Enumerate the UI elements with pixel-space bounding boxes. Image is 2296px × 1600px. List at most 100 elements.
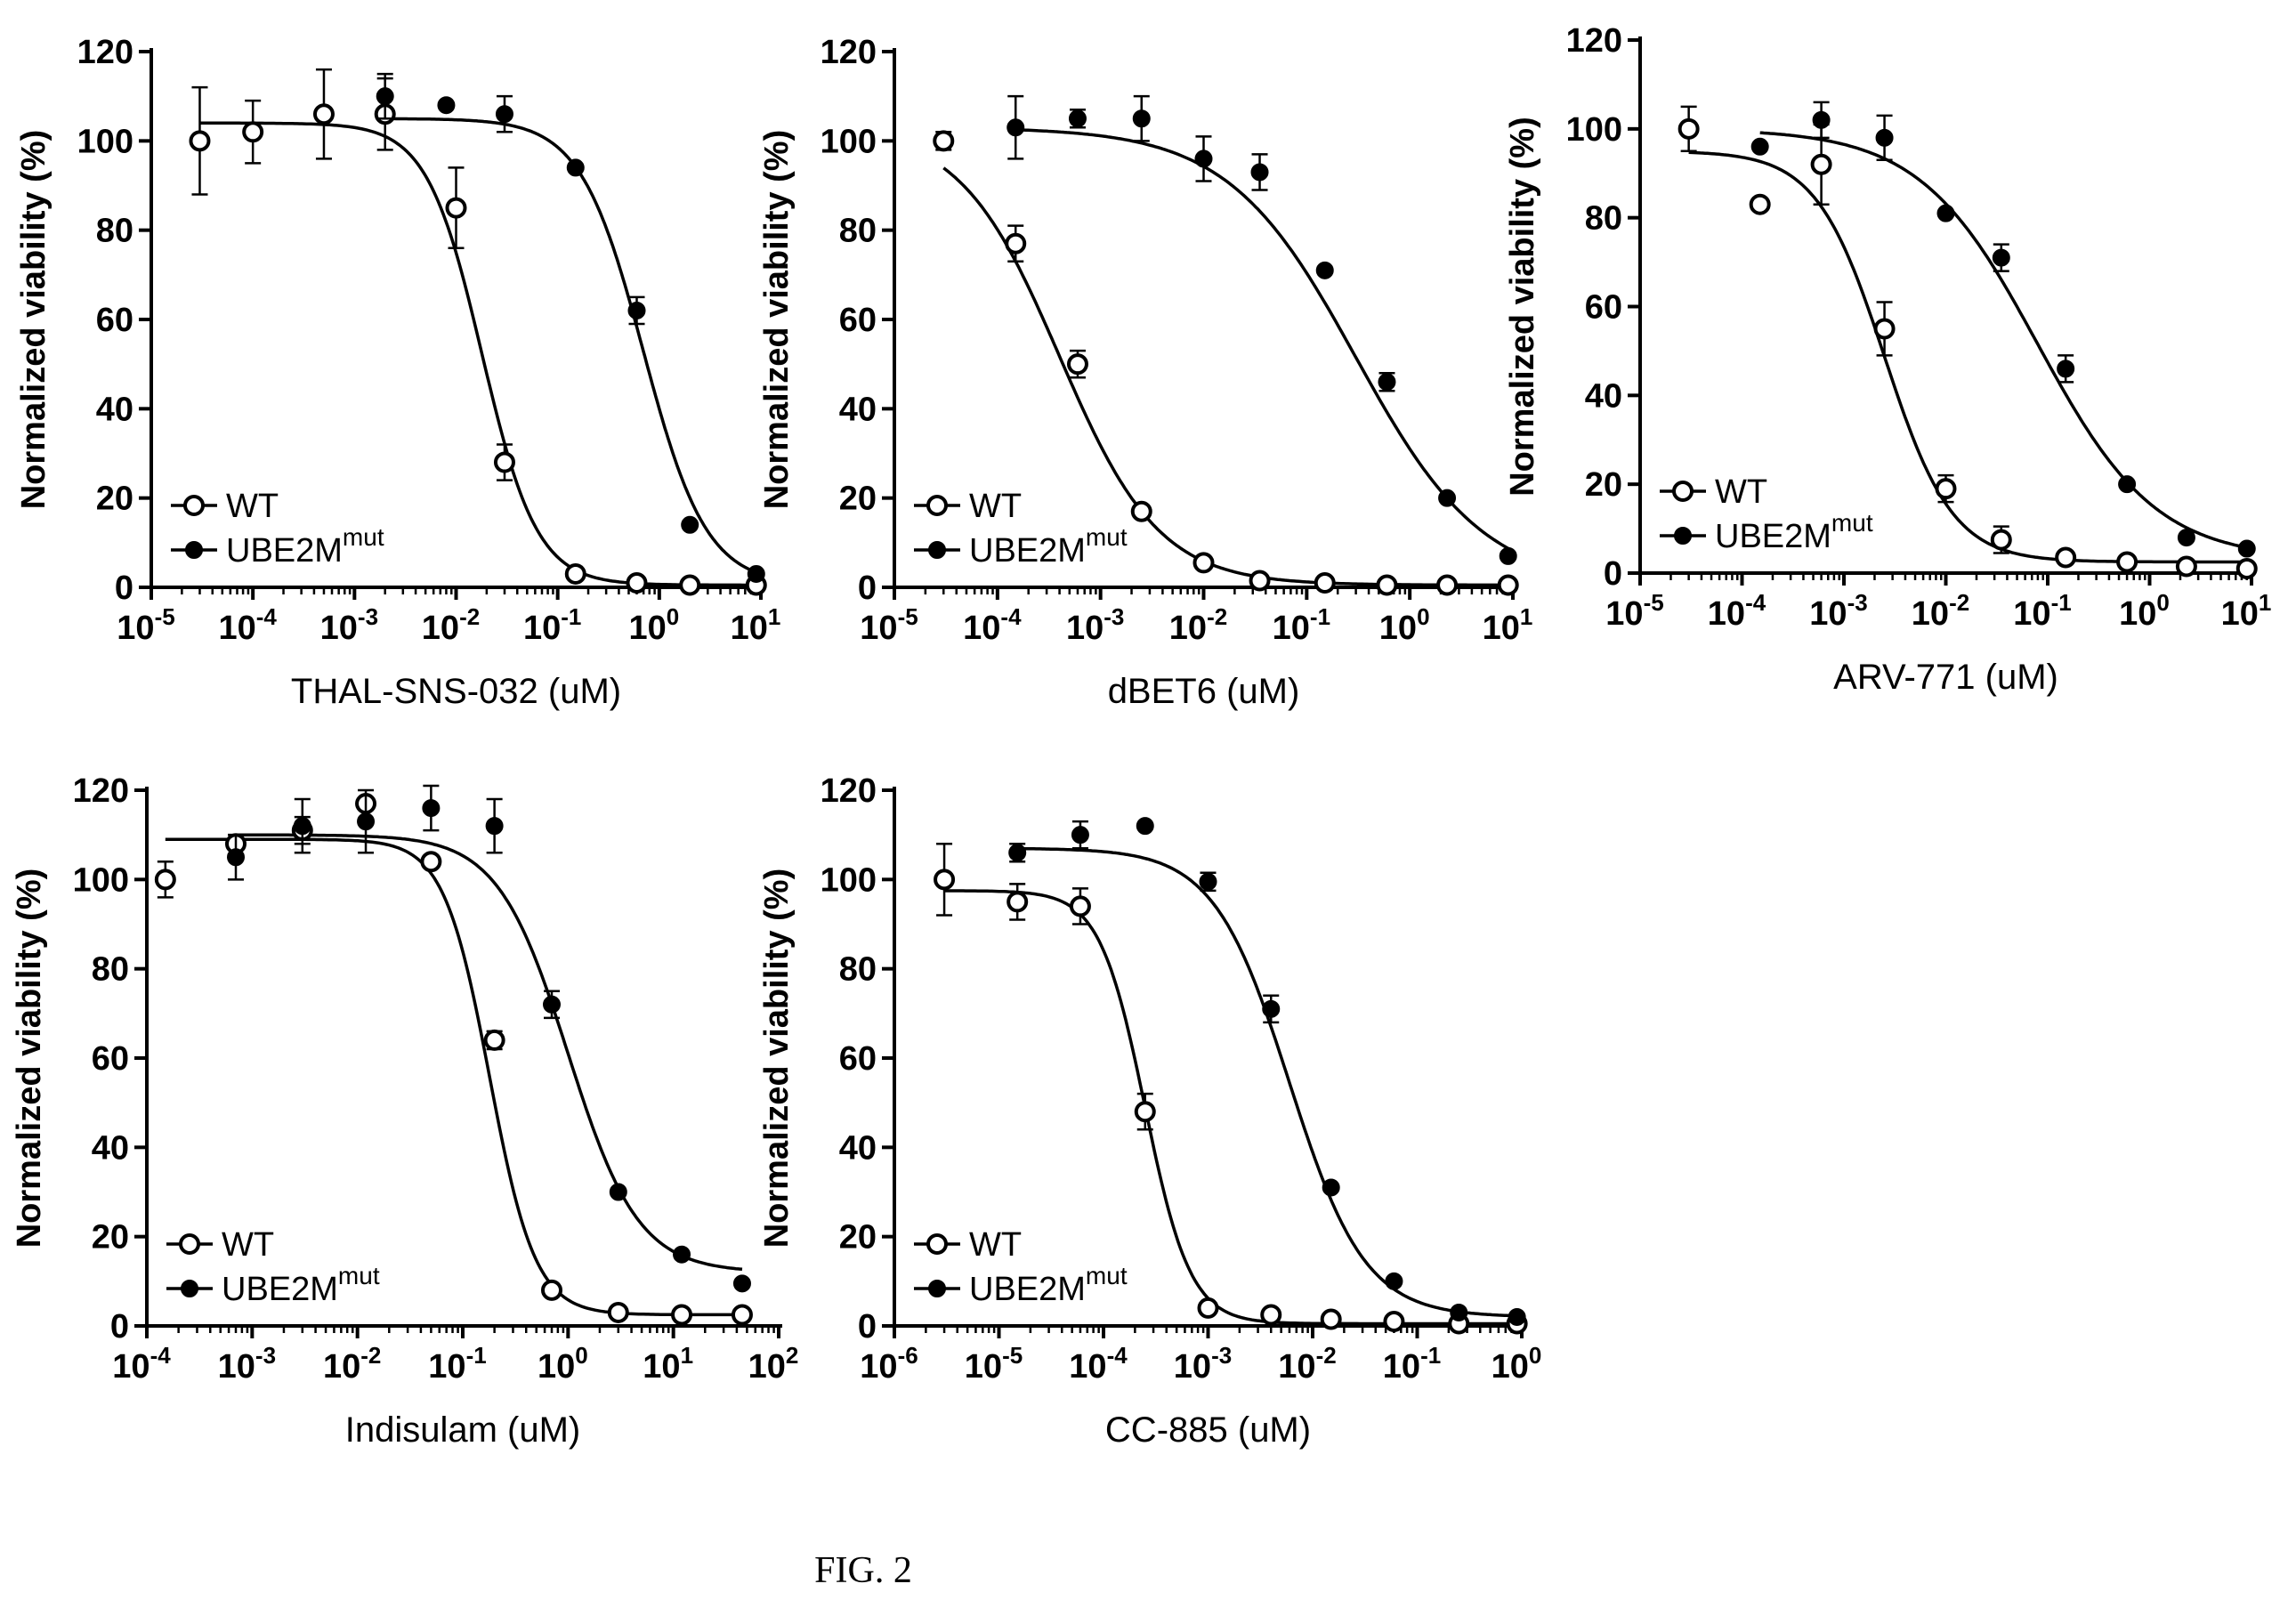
x-tick-label: 100	[2119, 589, 2170, 633]
y-tick-label: 80	[92, 951, 129, 989]
data-point-ube2m-mut	[1132, 109, 1151, 128]
fit-curve	[384, 117, 757, 574]
y-tick-label: 120	[77, 34, 133, 71]
y-tick-label: 40	[839, 1129, 877, 1167]
y-tick-label: 20	[839, 481, 877, 518]
y-tick-label: 100	[77, 123, 133, 160]
x-axis-title: Indisulam (uM)	[345, 1410, 581, 1450]
y-tick-label: 40	[96, 391, 133, 428]
chart-panel-cc-885: 0 20 40 60 80 100 120 10-6 10-5 10-4 10-3 10-2 10-1 1…	[758, 772, 1541, 1450]
x-axis-title: ARV-771 (uM)	[1833, 658, 2058, 697]
y-tick-label: 120	[1566, 22, 1622, 60]
data-point-wt	[1007, 891, 1029, 913]
fit-curve	[944, 889, 1517, 1326]
data-point-ube2m-mut	[2118, 475, 2137, 494]
x-axis-title: CC-885 (uM)	[1105, 1410, 1311, 1450]
legend-label: UBE2Mmut	[969, 1262, 1128, 1308]
x-tick-label: 10-2	[1912, 589, 1969, 633]
y-tick-label: 60	[92, 1040, 129, 1078]
chart-panel-indisulam: 0 20 40 60 80 100 120 10-4 10-3 10-2 10-1 100 101 102…	[11, 772, 798, 1450]
data-point-wt	[1197, 1297, 1219, 1319]
legend-label: WT	[226, 488, 279, 525]
y-tick-label: 120	[821, 34, 877, 71]
data-point-wt	[1249, 570, 1271, 592]
data-point-ube2m-mut	[1812, 110, 1831, 129]
y-tick-label: 0	[115, 570, 133, 607]
y-tick-label: 120	[821, 772, 877, 810]
data-point-ube2m-mut	[1071, 826, 1089, 844]
data-point-wt	[2055, 546, 2077, 569]
data-point-ube2m-mut	[1194, 149, 1213, 168]
y-tick-label: 20	[839, 1219, 877, 1257]
data-point-ube2m-mut	[1199, 872, 1217, 891]
data-point-ube2m-mut	[227, 848, 246, 867]
x-tick-label: 10-6	[860, 1342, 918, 1386]
data-point-wt	[607, 1301, 629, 1323]
data-point-wt	[1260, 1304, 1282, 1326]
x-tick-label: 10-2	[1169, 603, 1227, 647]
x-tick-label: 10-4	[1708, 589, 1766, 633]
data-point-wt	[242, 121, 264, 143]
data-point-wt	[679, 574, 701, 596]
data-point-ube2m-mut	[1508, 1307, 1526, 1326]
x-tick-label: 10-1	[1383, 1342, 1441, 1386]
data-point-wt	[1810, 153, 1832, 175]
y-tick-label: 120	[73, 772, 129, 810]
data-point-ube2m-mut	[1315, 261, 1334, 279]
y-tick-label: 40	[839, 391, 877, 428]
x-tick-label: 10-1	[1273, 603, 1330, 647]
data-point-ube2m-mut	[1875, 128, 1894, 147]
data-point-ube2m-mut	[376, 87, 394, 106]
x-tick-label: 101	[731, 603, 781, 647]
x-axis-title: dBET6 (uM)	[1108, 672, 1300, 711]
data-point-wt	[1134, 1101, 1156, 1123]
y-axis-title: Normalized viability (%)	[11, 869, 48, 1248]
x-tick-label: 101	[1483, 603, 1533, 647]
x-tick-label: 100	[1492, 1342, 1542, 1386]
data-point-wt	[154, 869, 176, 891]
x-tick-label: 10-5	[965, 1342, 1023, 1386]
y-tick-label: 100	[821, 861, 877, 899]
x-tick-label: 10-3	[1809, 589, 1867, 633]
data-point-wt	[2116, 551, 2138, 573]
data-point-ube2m-mut	[747, 564, 765, 583]
fit-curve	[199, 121, 756, 587]
data-point-ube2m-mut	[1385, 1272, 1403, 1290]
data-point-ube2m-mut	[1750, 137, 1769, 156]
legend-label: UBE2Mmut	[969, 523, 1128, 570]
y-axis-title: Normalized viability (%)	[1504, 117, 1541, 497]
x-tick-label: 10-2	[323, 1342, 381, 1386]
chart-panel-arv-771: 0 20 40 60 80 100 120 10-5 10-4 10-3 10-2 10-1 100 10…	[1504, 22, 2271, 697]
legend-marker	[928, 1280, 946, 1297]
data-point-wt	[1436, 574, 1459, 596]
data-point-ube2m-mut	[1136, 817, 1154, 836]
data-point-wt	[483, 1029, 505, 1051]
legend-marker	[185, 541, 203, 559]
y-axis-title: Normalized viability (%)	[758, 130, 796, 510]
data-point-ube2m-mut	[1936, 204, 1955, 222]
data-point-ube2m-mut	[566, 158, 585, 177]
chart-panel-thal-sns-032: 0 20 40 60 80 100 120 10-5 10-4 10-3 10-2 10-1 100 10…	[15, 34, 780, 711]
y-tick-label: 20	[96, 481, 133, 518]
data-point-wt	[1383, 1310, 1405, 1332]
data-point-wt	[671, 1304, 693, 1326]
data-point-wt	[2175, 555, 2197, 578]
data-point-wt	[934, 869, 956, 891]
y-tick-label: 100	[73, 861, 129, 899]
x-tick-label: 10-3	[1174, 1342, 1232, 1386]
x-tick-label: 101	[2221, 589, 2272, 633]
fit-curve	[1688, 150, 2247, 564]
legend-label: WT	[969, 488, 1022, 525]
y-tick-label: 0	[858, 570, 877, 607]
y-axis-title: Normalized viability (%)	[15, 130, 53, 510]
data-point-wt	[1069, 895, 1091, 917]
y-tick-label: 40	[92, 1129, 129, 1167]
figure-caption: FIG. 2	[814, 1550, 912, 1591]
data-point-ube2m-mut	[1992, 248, 2010, 267]
x-tick-label: 101	[643, 1342, 693, 1386]
data-point-ube2m-mut	[673, 1245, 691, 1264]
x-tick-label: 100	[628, 603, 679, 647]
x-tick-label: 10-1	[2013, 589, 2071, 633]
data-point-ube2m-mut	[1068, 109, 1087, 128]
